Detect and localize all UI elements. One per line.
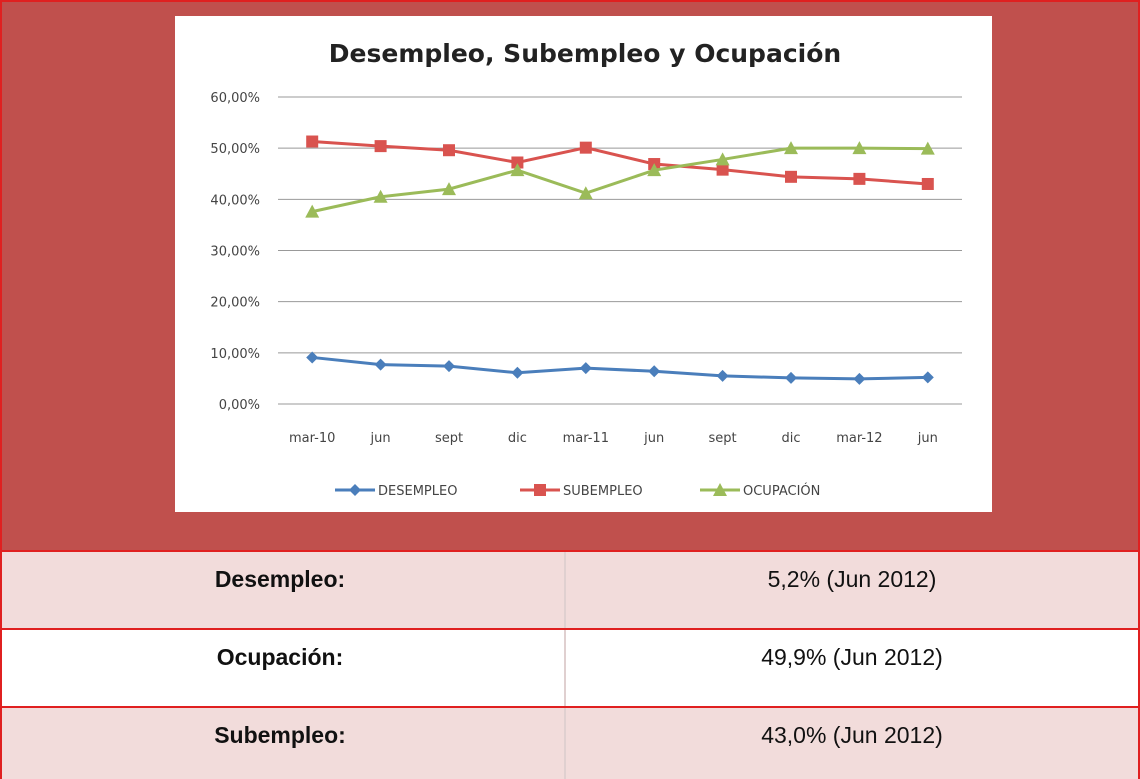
legend-label: SUBEMPLEO [563,484,643,499]
cell: 5,2% (Jun 2012) [564,552,1138,628]
table-row: Subempleo: 43,0% (Jun 2012) [0,708,1140,779]
marker [534,484,546,496]
marker [920,141,935,155]
marker [305,204,320,218]
x-tick-label: jun [643,431,664,446]
x-tick-label: dic [508,431,527,446]
marker [648,365,661,378]
marker [785,170,797,183]
marker [715,152,730,166]
x-tick-label: dic [781,431,800,446]
marker [374,358,387,371]
cell: 49,9% (Jun 2012) [564,630,1138,706]
marker [784,141,798,155]
marker [853,372,866,385]
x-tick-label: mar-11 [563,431,609,446]
series-line [312,355,928,381]
marker [647,163,662,177]
marker [306,351,319,364]
marker [306,135,319,148]
marker [510,163,525,177]
marker [852,141,867,155]
marker [511,156,524,169]
marker [785,371,797,384]
marker [716,163,729,176]
x-tick-label: jun [917,431,938,446]
y-tick-label: 50,00% [210,142,260,157]
chart: Desempleo, Subempleo y Ocupación 0,00% 10… [210,39,962,499]
marker [373,189,388,203]
table-row: Desempleo: 5,2% (Jun 2012) [0,552,1140,630]
marker [349,484,361,496]
y-tick-label: 10,00% [210,347,260,362]
marker [443,360,455,373]
marker [578,186,593,200]
y-tick-label: 0,00% [219,398,260,413]
marker [716,369,729,382]
legend-label: OCUPACIÓN [743,483,820,499]
marker [579,362,592,375]
y-tick-label: 20,00% [210,296,260,311]
marker [921,177,934,190]
x-tick-label: sept [709,431,737,446]
y-tick-label: 40,00% [210,193,260,208]
marker [921,371,934,384]
marker [442,182,456,196]
x-tick-label: jun [370,431,391,446]
marker [374,140,387,153]
series-line [312,140,928,186]
series-line [311,146,928,214]
x-tick-label: sept [435,431,463,446]
x-tick-label: mar-12 [836,431,882,446]
chart-box: Desempleo, Subempleo y Ocupación 0,00% 10… [175,16,992,512]
y-tick-label: 30,00% [210,245,260,260]
x-tick-label: mar-10 [289,431,335,446]
cell: Subempleo: [214,722,346,748]
marker [443,144,455,157]
y-tick-label: 60,00% [210,91,260,106]
marker [511,366,524,379]
chart-title: Desempleo, Subempleo y Ocupación [329,39,841,68]
marker [853,172,866,185]
legend-label: DESEMPLEO [378,484,457,499]
table-row: Ocupación: 49,9% (Jun 2012) [0,630,1140,708]
marker [713,483,727,496]
cell: Ocupación: [216,644,344,670]
cell: 43,0% (Jun 2012) [564,708,1138,779]
cell: Desempleo: [214,566,346,592]
chart-panel: Desempleo, Subempleo y Ocupación 0,00% 10… [0,0,1140,552]
marker [579,141,592,154]
